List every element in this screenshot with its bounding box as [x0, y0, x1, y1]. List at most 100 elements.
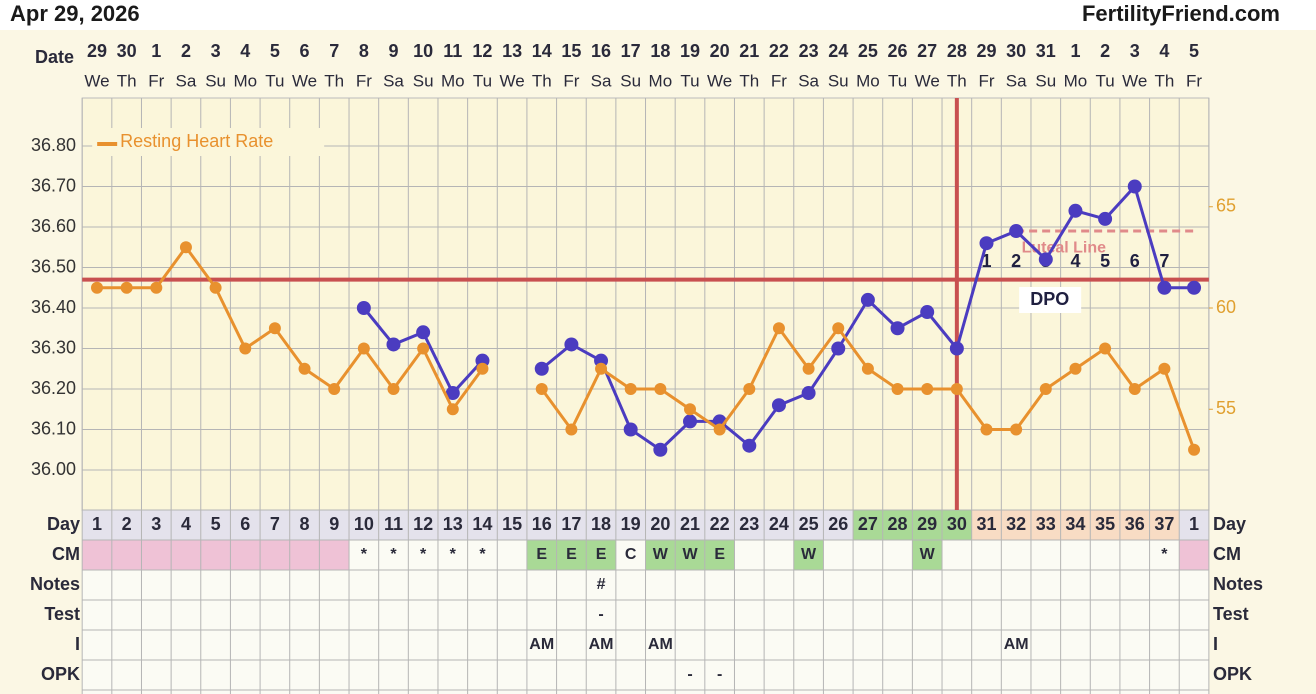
row-label: Notes — [30, 574, 80, 594]
weekday-label: Mo — [649, 71, 673, 90]
x-tick-label: 7 — [329, 41, 339, 61]
row-cell: 6 — [240, 514, 250, 534]
weekday-label: Su — [205, 71, 226, 90]
cell-fill — [378, 510, 409, 540]
cell-fill — [586, 510, 616, 540]
row-label: Day — [47, 514, 80, 534]
row-cell: 22 — [710, 514, 730, 534]
cell-fill — [111, 510, 142, 540]
data-point — [1188, 443, 1201, 456]
row-cell: 1 — [92, 514, 102, 534]
legend-label: Resting Heart Rate — [120, 131, 273, 151]
row-cell: * — [420, 546, 427, 563]
data-point — [239, 342, 252, 355]
y-tick-label: 36.10 — [31, 418, 76, 438]
data-point — [356, 301, 371, 315]
y2-tick-label: 60 — [1216, 297, 1236, 317]
data-point — [386, 337, 401, 352]
x-tick-label: 1 — [151, 41, 161, 61]
x-tick-label: 15 — [561, 41, 581, 61]
cell-fill — [912, 540, 943, 570]
x-tick-label: 20 — [710, 41, 730, 61]
data-point — [1038, 252, 1053, 267]
cell-fill — [82, 540, 112, 570]
header-bar — [0, 0, 1316, 30]
row-label: Notes — [1213, 574, 1263, 594]
cell-fill — [586, 540, 616, 570]
data-point — [268, 322, 281, 335]
cell-fill — [82, 510, 112, 540]
y-tick-label: 36.50 — [31, 256, 76, 276]
x-tick-label: 3 — [1130, 41, 1140, 61]
data-point — [564, 337, 579, 352]
x-tick-label: 21 — [739, 41, 759, 61]
x-tick-label: 29 — [976, 41, 996, 61]
dpo-number: 7 — [1159, 251, 1169, 271]
row-cell: 11 — [384, 514, 403, 534]
row-cell: 25 — [799, 514, 819, 534]
row-cell: * — [390, 546, 397, 563]
row-cell: 34 — [1065, 514, 1085, 534]
weekday-label: Fr — [771, 71, 787, 90]
brand[interactable]: FertilityFriend.com — [1082, 1, 1280, 26]
weekday-label: Mo — [233, 71, 257, 90]
cell-fill — [200, 510, 231, 540]
x-tick-label: 24 — [828, 41, 848, 61]
legend-box — [92, 128, 325, 156]
cell-fill — [882, 510, 913, 540]
cell-fill — [526, 510, 557, 540]
weekday-label: Su — [828, 71, 849, 90]
data-point — [416, 325, 431, 340]
x-tick-label: 8 — [359, 41, 369, 61]
row-cell: W — [920, 546, 936, 563]
cell-fill — [171, 540, 201, 570]
weekday-label: Sa — [176, 71, 197, 90]
cell-fill — [1090, 510, 1120, 540]
y-tick-label: 36.60 — [31, 216, 76, 236]
x-tick-label: 30 — [1006, 41, 1026, 61]
data-point — [1069, 362, 1082, 375]
row-cell: 8 — [300, 514, 310, 534]
row-cell: 36 — [1125, 514, 1145, 534]
cell-fill — [1001, 510, 1031, 540]
cell-fill — [230, 510, 261, 540]
weekday-label: Fr — [356, 71, 372, 90]
row-cell: 21 — [680, 514, 700, 534]
x-tick-label: 10 — [413, 41, 433, 61]
row-cell: 27 — [858, 514, 878, 534]
data-point — [1158, 362, 1171, 375]
luteal-label: Luteal Line — [1022, 239, 1107, 256]
cell-fill — [319, 510, 350, 540]
data-point — [535, 383, 548, 395]
cell-fill — [793, 540, 824, 570]
row-cell: E — [714, 546, 725, 563]
cell-fill — [1179, 540, 1209, 570]
data-point — [534, 361, 549, 376]
cell-fill — [141, 510, 172, 540]
data-point — [654, 383, 667, 395]
weekday-label: Su — [1035, 71, 1056, 90]
weekday-label: Tu — [265, 71, 284, 90]
dpo-number: 1 — [981, 251, 991, 271]
row-cell: 15 — [502, 514, 522, 534]
x-tick-label: 27 — [917, 41, 937, 61]
x-tick-label: 23 — [799, 41, 819, 61]
row-cell: 29 — [917, 514, 937, 534]
data-point — [328, 383, 341, 395]
chart-date: Apr 29, 2026 — [10, 1, 140, 26]
data-point — [179, 241, 192, 254]
row-cell: * — [479, 546, 486, 563]
data-point — [624, 383, 637, 395]
x-tick-label: 2 — [1100, 41, 1110, 61]
x-tick-label: 12 — [472, 41, 492, 61]
data-point — [298, 362, 311, 375]
data-point — [565, 423, 578, 436]
data-point — [772, 322, 785, 335]
cell-fill — [171, 510, 201, 540]
weekday-label: Fr — [978, 71, 994, 90]
y-tick-label: 36.80 — [31, 135, 76, 155]
data-point — [1010, 423, 1023, 436]
data-point — [387, 383, 400, 395]
weekday-label: Fr — [563, 71, 579, 90]
row-cell: - — [687, 666, 692, 683]
